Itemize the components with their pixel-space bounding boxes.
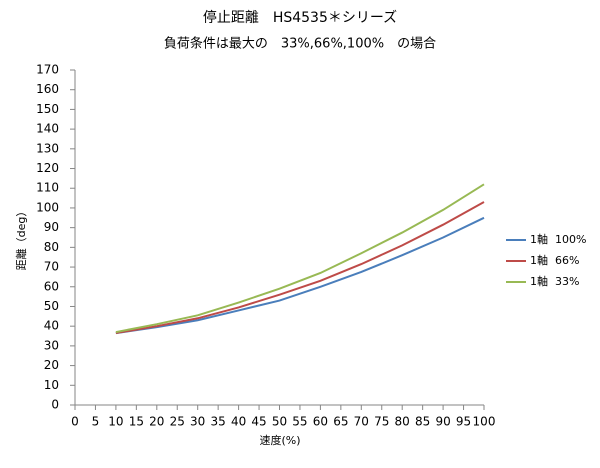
x-tick-label: 10 [108,415,123,429]
x-tick-label: 65 [333,415,348,429]
y-tick-label: 60 [44,279,59,293]
y-axis-label: 距離（deg） [14,206,28,271]
y-tick-label: 30 [44,338,59,352]
y-tick-label: 80 [44,240,59,254]
x-tick-label: 15 [129,415,144,429]
legend-label: 1軸 33% [530,274,579,288]
y-tick-label: 140 [36,122,59,136]
legend-label: 1軸 66% [530,253,579,267]
x-tick-label: 5 [92,415,100,429]
y-tick-label: 70 [44,260,59,274]
x-tick-label: 45 [251,415,266,429]
x-tick-label: 95 [456,415,471,429]
x-tick-label: 55 [292,415,307,429]
y-tick-label: 50 [44,299,59,313]
x-tick-label: 50 [272,415,287,429]
y-tick-label: 100 [36,200,59,214]
x-tick-label: 35 [211,415,226,429]
y-tick-label: 20 [44,358,59,372]
x-tick-label: 40 [231,415,246,429]
y-tick-label: 10 [44,378,59,392]
legend-label: 1軸 100% [530,232,586,246]
chart-title: 停止距離 HS4535＊シリーズ [203,9,397,26]
chart-subtitle: 負荷条件は最大の 33%,66%,100% の場合 [164,36,436,52]
x-tick-label: 60 [313,415,328,429]
y-tick-label: 170 [36,63,59,77]
x-tick-label: 20 [149,415,164,429]
x-axis-label: 速度(%) [259,433,300,447]
y-tick-label: 90 [44,220,59,234]
y-tick-label: 110 [36,181,59,195]
y-tick-label: 160 [36,82,59,96]
x-tick-label: 90 [435,415,450,429]
y-tick-label: 120 [36,161,59,175]
y-tick-label: 150 [36,102,59,116]
x-tick-label: 25 [170,415,185,429]
x-tick-label: 100 [473,415,496,429]
x-tick-label: 0 [71,415,79,429]
series-line [115,183,485,334]
y-tick-label: 0 [51,398,59,412]
x-tick-label: 70 [354,415,369,429]
x-tick-label: 80 [395,415,410,429]
y-tick-label: 130 [36,141,59,155]
x-tick-label: 85 [415,415,430,429]
series-line [115,216,485,335]
x-tick-label: 30 [190,415,205,429]
x-tick-label: 75 [374,415,389,429]
series-line [115,201,485,335]
y-tick-label: 40 [44,319,59,333]
